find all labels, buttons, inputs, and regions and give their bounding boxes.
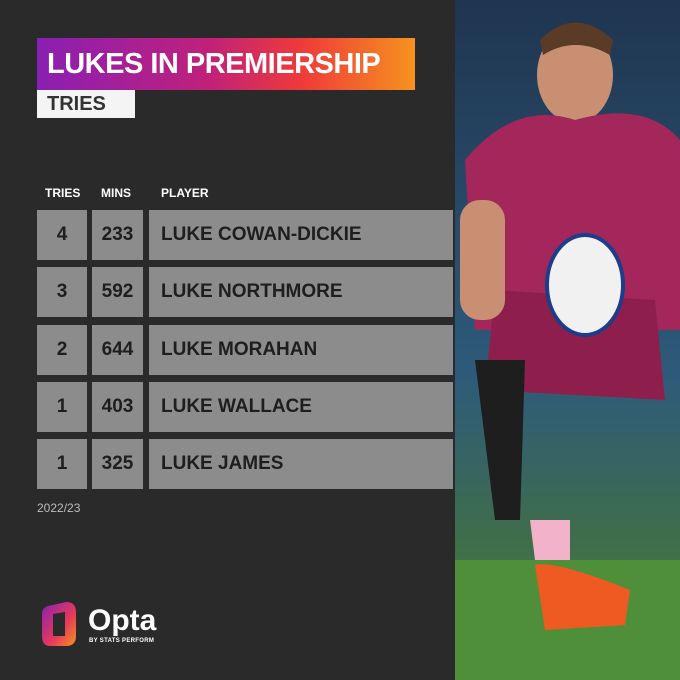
column-header: PLAYER [161, 186, 209, 200]
season: 2022/23 [37, 501, 81, 515]
subtitle: TRIES [37, 90, 135, 118]
number-cell: 4 [37, 210, 87, 260]
player-cell: LUKE MORAHAN [149, 325, 453, 375]
logo-icon [42, 602, 76, 646]
player-cell: LUKE WALLACE [149, 382, 453, 432]
number-cell: 2 [37, 325, 87, 375]
brand: Opta [88, 604, 157, 637]
number-cell: 3 [37, 267, 87, 317]
player-photo [455, 0, 680, 680]
byline: BY STATS PERFORM [89, 638, 155, 644]
number-cell: 644 [92, 325, 143, 375]
title: LUKES IN PREMIERSHIP [37, 38, 415, 90]
column-header: TRIES [45, 186, 81, 200]
number-cell: 325 [92, 439, 143, 489]
number-cell: 233 [92, 210, 143, 260]
column-header: MINS [101, 186, 131, 200]
number-cell: 592 [92, 267, 143, 317]
player-cell: LUKE JAMES [149, 439, 453, 489]
number-cell: 1 [37, 439, 87, 489]
number-cell: 1 [37, 382, 87, 432]
number-cell: 403 [92, 382, 143, 432]
player-cell: LUKE NORTHMORE [149, 267, 453, 317]
player-cell: LUKE COWAN-DICKIE [149, 210, 453, 260]
